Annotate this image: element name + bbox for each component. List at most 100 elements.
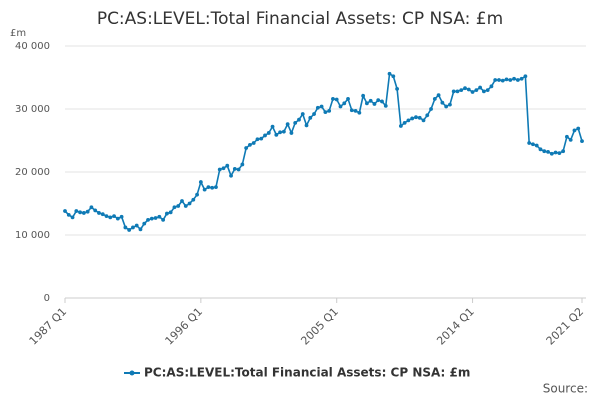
series-point [417,115,422,120]
series-point [293,120,298,125]
series-point [553,150,558,155]
series-point [142,221,147,226]
series-point [300,112,305,116]
series-point [478,85,483,90]
series-point [319,104,324,109]
series-point [214,185,218,190]
series-point [161,217,166,222]
series-point [78,210,82,215]
series-point [221,166,226,171]
series-point [285,122,290,127]
series-point [391,74,396,79]
series-point [421,118,426,123]
series-point [297,117,301,122]
series-point [512,76,516,81]
series-point [149,216,154,221]
series-point [406,118,411,123]
series-point [527,141,532,145]
series-point [232,166,237,171]
series-point [334,97,339,102]
series-point [115,216,120,221]
series-point [206,185,211,190]
series-point [164,211,169,216]
x-tick-label: 1996 Q1 [163,305,206,348]
series-point [546,149,550,154]
series-point [266,131,271,135]
series-point [289,131,294,135]
series-point [66,212,71,217]
series-point [357,110,362,115]
series-point [549,151,554,156]
series-point [338,104,343,109]
series-point [308,115,313,120]
series-point [331,97,335,101]
series-point [198,180,203,184]
series-point [538,147,543,152]
series-point [398,124,403,128]
series-point [504,77,509,82]
y-axis-label: £m [10,28,26,39]
series-point [183,204,188,208]
series-point [304,123,309,128]
series-point [497,78,501,82]
series-point [108,215,113,220]
series-point [376,98,381,103]
series-point [172,205,177,210]
y-tick-label: 10 000 [15,230,50,241]
series-point [248,143,252,147]
series-point [576,126,581,131]
legend-label: PC:AS:LEVEL:Total Financial Assets: CP N… [144,366,470,380]
series-point [523,74,528,79]
series-point [383,103,388,108]
series-point [281,129,286,134]
y-tick-label: 0 [44,293,50,304]
series-point [278,130,283,135]
series-point [568,137,573,142]
series-point [395,86,399,91]
series-point [217,167,222,172]
series-point [380,99,384,104]
series-point [364,101,369,106]
series-point [508,78,513,82]
series-point [202,187,207,192]
series-point [493,78,498,82]
series-line [64,72,583,231]
series-point [500,78,505,83]
series-point [463,86,467,91]
series-point [444,104,449,109]
series-point [515,78,520,82]
series-point [565,134,569,139]
series-point [229,173,233,178]
series-point [225,163,230,168]
series-point [191,197,196,202]
series-point [89,205,94,210]
series-point [349,108,354,113]
y-tick-label: 20 000 [15,167,50,178]
y-tick-label: 40 000 [15,41,50,52]
series-point [195,192,199,197]
x-tick-label: 2021 Q2 [544,305,587,348]
series-point [263,133,267,138]
series-point [315,105,320,110]
series-point [327,108,332,113]
chart-title: PC:AS:LEVEL:Total Financial Assets: CP N… [97,9,503,29]
series-point [572,128,577,133]
series-point [180,199,184,203]
series-point [489,84,494,89]
series-point [451,89,456,94]
series-point [459,88,464,92]
series-point [425,113,430,118]
series-point [429,107,433,111]
x-tick-label: 1987 Q1 [27,305,70,348]
series-point [146,217,150,222]
series-point [153,216,158,220]
series-point [176,204,181,208]
series-point [70,215,75,220]
series-point [259,136,264,141]
series-point [131,225,135,230]
series-point [274,132,279,137]
series-point [466,87,471,92]
series-point [561,149,566,154]
series-point [448,102,452,107]
